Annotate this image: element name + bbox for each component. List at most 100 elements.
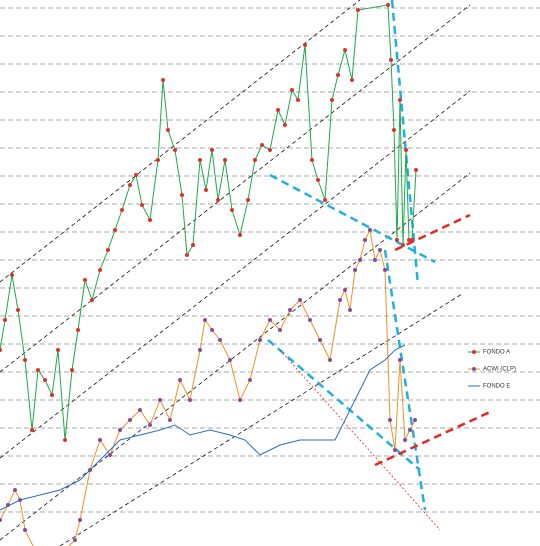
legend: FONDO A ACWI (CLP) FONDO E: [468, 350, 516, 390]
data-point: [410, 238, 414, 242]
data-point: [30, 428, 34, 432]
channel-line: [0, 0, 361, 283]
data-point: [158, 398, 162, 402]
data-point: [16, 308, 20, 312]
data-point: [90, 298, 94, 302]
data-point: [0, 348, 2, 352]
data-point: [386, 3, 390, 7]
data-point: [178, 378, 182, 382]
trend-line: [267, 339, 421, 471]
data-point: [343, 288, 347, 292]
support-line: [394, 213, 471, 252]
data-point: [404, 148, 408, 152]
data-point: [23, 358, 27, 362]
data-point: [388, 418, 392, 422]
data-point: [373, 258, 377, 262]
data-point: [408, 428, 412, 432]
legend-label: ACWI (CLP): [483, 367, 516, 373]
support-line: [374, 410, 491, 467]
data-point: [198, 348, 202, 352]
data-point: [283, 123, 287, 127]
data-point: [363, 238, 367, 242]
data-point: [10, 273, 14, 277]
data-point: [3, 318, 7, 322]
data-point: [191, 243, 195, 247]
data-point: [310, 158, 314, 162]
data-point: [350, 78, 354, 82]
legend-label: FONDO E: [483, 384, 510, 390]
data-point: [98, 268, 102, 272]
data-point: [98, 438, 102, 442]
data-point: [156, 158, 160, 162]
data-point: [230, 208, 234, 212]
data-point: [128, 183, 132, 187]
data-point: [323, 198, 327, 202]
data-point: [338, 298, 342, 302]
data-point: [198, 158, 202, 162]
data-point: [398, 98, 402, 102]
data-point: [403, 438, 407, 442]
data-point: [356, 8, 360, 12]
data-point: [353, 268, 357, 272]
data-point: [140, 203, 144, 207]
series-line: [0, 228, 416, 546]
data-point: [328, 358, 332, 362]
data-point: [134, 173, 138, 177]
data-point: [56, 348, 60, 352]
data-point: [389, 58, 393, 62]
data-point: [118, 428, 122, 432]
data-point: [392, 128, 396, 132]
data-point: [76, 328, 80, 332]
legend-marker: [472, 367, 476, 371]
data-point: [166, 128, 170, 132]
data-point: [316, 178, 320, 182]
trend-line: [390, 0, 420, 286]
grid: [0, 7, 540, 513]
data-point: [268, 318, 272, 322]
data-point: [276, 108, 280, 112]
channel-line: [0, 4, 471, 373]
legend-marker: [472, 350, 476, 354]
data-point: [203, 318, 207, 322]
data-point: [348, 308, 352, 312]
data-point: [383, 268, 387, 272]
data-point: [298, 298, 302, 302]
data-point: [238, 233, 242, 237]
channel-line: [59, 293, 463, 546]
trend-line: [383, 249, 427, 511]
data-point: [120, 208, 124, 212]
data-point: [106, 248, 110, 252]
data-point: [185, 253, 189, 257]
data-point: [204, 188, 208, 192]
data-point: [401, 243, 405, 247]
data-point: [260, 143, 264, 147]
data-point: [278, 328, 282, 332]
data-point: [168, 418, 172, 422]
data-point: [218, 338, 222, 342]
data-point: [210, 328, 214, 332]
data-point: [210, 148, 214, 152]
data-point: [393, 448, 397, 452]
data-point: [290, 88, 294, 92]
plot-area: [0, 3, 418, 546]
projection-line: [279, 349, 441, 531]
data-point: [378, 248, 382, 252]
data-point: [368, 228, 372, 232]
data-point: [113, 228, 117, 232]
data-point: [43, 378, 47, 382]
trend-lines: [0, 0, 491, 546]
channel-line: [0, 172, 471, 541]
data-point: [413, 418, 417, 422]
data-point: [83, 278, 87, 282]
data-point: [223, 158, 227, 162]
data-point: [148, 218, 152, 222]
data-point: [70, 368, 74, 372]
data-point: [36, 368, 40, 372]
data-point: [73, 538, 77, 542]
series-line: [0, 344, 406, 511]
data-point: [398, 358, 402, 362]
data-point: [23, 528, 27, 532]
data-point: [336, 73, 340, 77]
data-point: [148, 423, 152, 427]
data-point: [238, 398, 242, 402]
